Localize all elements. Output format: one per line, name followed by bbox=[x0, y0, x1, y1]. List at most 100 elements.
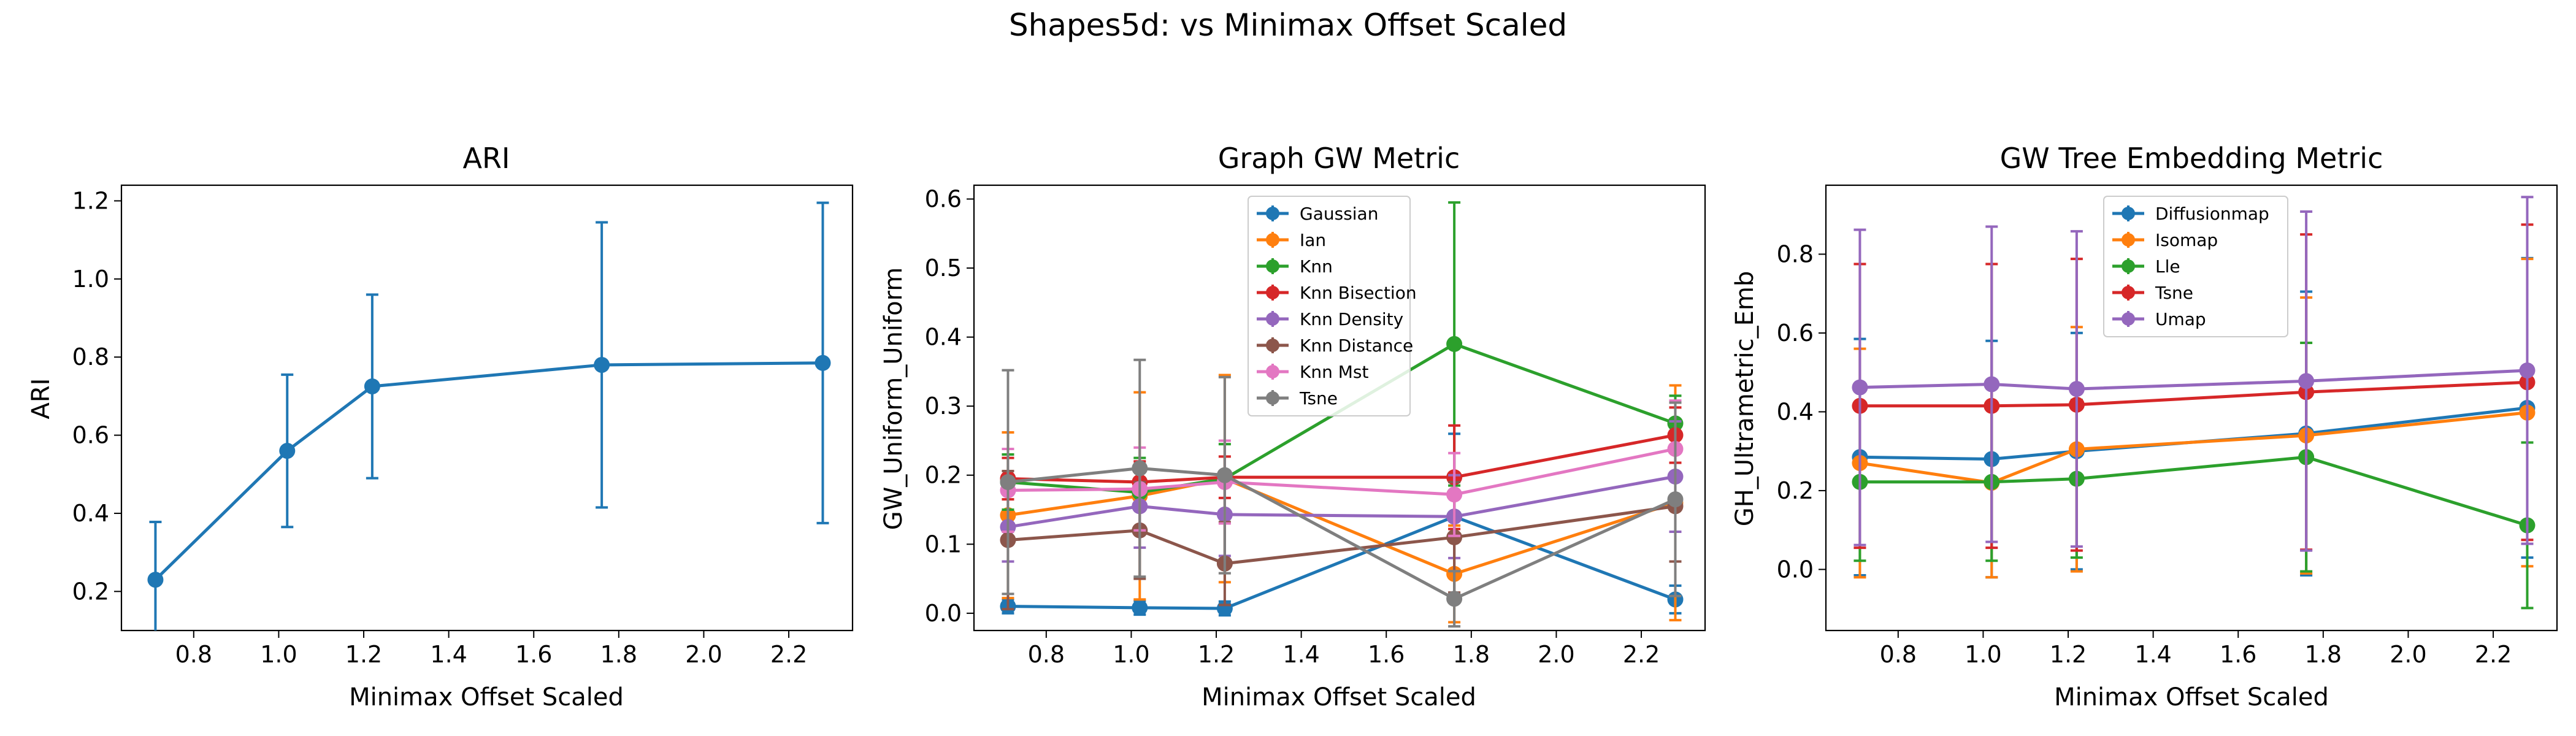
x-tick-label: 0.8 bbox=[1880, 641, 1917, 668]
y-tick-label: 0.5 bbox=[925, 255, 962, 282]
y-tick-label: 0.0 bbox=[1777, 556, 1814, 583]
x-tick-label: 2.0 bbox=[685, 641, 722, 668]
legend-label: Diffusionmap bbox=[2155, 204, 2269, 224]
y-axis-label: GH_Ultrametric_Emb bbox=[1731, 271, 1759, 527]
legend-swatch-marker bbox=[1266, 286, 1279, 299]
plot-area-frame bbox=[973, 184, 1706, 632]
data-point bbox=[1446, 486, 1463, 503]
x-tick-label: 1.0 bbox=[1965, 641, 2001, 668]
y-tick-label: 0.2 bbox=[1777, 477, 1814, 504]
plot-area-frame bbox=[1825, 184, 2558, 632]
legend-label: Knn Mst bbox=[1300, 362, 1369, 382]
x-tick-label: 1.2 bbox=[2050, 641, 2087, 668]
data-point bbox=[1000, 474, 1016, 490]
x-tick-label: 2.0 bbox=[2390, 641, 2426, 668]
x-tick-label: 1.8 bbox=[1453, 641, 1490, 668]
data-point bbox=[815, 355, 831, 371]
data-point bbox=[2298, 373, 2315, 389]
y-tick-label: 0.4 bbox=[925, 324, 962, 351]
legend-label: Knn Distance bbox=[1300, 335, 1413, 356]
y-tick-label: 0.0 bbox=[925, 600, 962, 627]
plot-series-layer bbox=[1852, 196, 2536, 610]
panel-title: Graph GW Metric bbox=[1218, 142, 1460, 175]
legend-label: Ian bbox=[1300, 230, 1326, 250]
legend-box bbox=[1248, 196, 1411, 416]
x-tick-label: 0.8 bbox=[1028, 641, 1065, 668]
y-tick-label: 1.2 bbox=[72, 187, 109, 214]
legend-swatch-marker bbox=[2122, 312, 2135, 326]
y-tick-label: 1.0 bbox=[72, 266, 109, 293]
data-point bbox=[1446, 591, 1463, 607]
legend-swatch-marker bbox=[2122, 233, 2135, 247]
x-tick-label: 1.8 bbox=[600, 641, 637, 668]
y-tick-label: 0.2 bbox=[925, 462, 962, 489]
data-point bbox=[147, 572, 164, 588]
x-tick-label: 1.6 bbox=[1368, 641, 1405, 668]
y-tick-label: 0.4 bbox=[1777, 398, 1814, 425]
y-tick-label: 0.6 bbox=[72, 422, 109, 449]
legend-swatch-marker bbox=[1266, 391, 1279, 405]
legend: Diffusionmap Isomap Lle Tsne Umap bbox=[2103, 196, 2288, 337]
y-tick-label: 0.6 bbox=[1777, 320, 1814, 347]
legend-swatch-marker bbox=[2122, 207, 2135, 220]
data-point bbox=[2068, 381, 2085, 397]
y-axis-label: GW_Uniform_Uniform bbox=[880, 267, 908, 531]
panel-ari: ARI Minimax Offset Scaled ARI 0.8 1.0 1.2 1… bbox=[27, 142, 854, 711]
plot-series-layer bbox=[1000, 201, 1684, 628]
x-tick-label: 2.2 bbox=[770, 641, 807, 668]
legend-label: Lle bbox=[2155, 256, 2180, 277]
y-tick-label: 0.6 bbox=[925, 186, 962, 213]
y-tick-label: 0.3 bbox=[925, 393, 962, 420]
x-tick-label: 2.2 bbox=[1623, 641, 1660, 668]
x-axis-label: Minimax Offset Scaled bbox=[2054, 683, 2329, 711]
legend: Gaussian Ian Knn Knn Bisection Knn Density Kn… bbox=[1248, 196, 1417, 416]
legend-box bbox=[2103, 196, 2288, 337]
data-point bbox=[1446, 529, 1463, 546]
plot-series-layer bbox=[147, 201, 831, 631]
x-tick-label: 1.2 bbox=[345, 641, 382, 668]
x-tick-label: 1.6 bbox=[515, 641, 552, 668]
legend-swatch-marker bbox=[1266, 233, 1279, 247]
legend-swatch-marker bbox=[1266, 339, 1279, 352]
x-tick-label: 1.4 bbox=[430, 641, 467, 668]
data-point bbox=[1667, 491, 1684, 508]
legend-label: Knn Density bbox=[1300, 309, 1403, 329]
legend-label: Knn bbox=[1300, 256, 1333, 277]
legend-swatch-marker bbox=[1266, 312, 1279, 326]
x-tick-label: 1.6 bbox=[2220, 641, 2256, 668]
x-tick-label: 2.0 bbox=[1538, 641, 1574, 668]
panel-graph-gw-metric: Graph GW Metric Minimax Offset Scaled GW… bbox=[880, 142, 1706, 711]
x-tick-label: 1.0 bbox=[1113, 641, 1149, 668]
data-point bbox=[2519, 362, 2536, 378]
y-tick-label: 0.1 bbox=[925, 531, 962, 558]
series-umap bbox=[1852, 196, 2536, 552]
data-point bbox=[364, 378, 380, 394]
x-tick-label: 2.2 bbox=[2475, 641, 2512, 668]
x-tick-label: 1.4 bbox=[2134, 641, 2171, 668]
panel-title: ARI bbox=[463, 142, 510, 175]
y-tick-label: 0.2 bbox=[72, 578, 109, 605]
plot-area-frame bbox=[120, 184, 854, 632]
x-tick-label: 1.2 bbox=[1198, 641, 1235, 668]
x-tick-label: 1.8 bbox=[2305, 641, 2342, 668]
legend-label: Umap bbox=[2155, 309, 2206, 329]
legend-label: Tsne bbox=[2155, 283, 2193, 303]
legend-label: Gaussian bbox=[1300, 204, 1378, 224]
legend-swatch-marker bbox=[1266, 207, 1279, 220]
figure-title: Shapes5d: vs Minimax Offset Scaled bbox=[1009, 7, 1567, 43]
data-point bbox=[279, 443, 296, 459]
legend-swatch-marker bbox=[2122, 259, 2135, 273]
series-series bbox=[147, 201, 831, 631]
series-tsne bbox=[1000, 358, 1684, 628]
legend-swatch-marker bbox=[2122, 286, 2135, 299]
data-point bbox=[594, 356, 610, 373]
legend-label: Tsne bbox=[1299, 388, 1338, 408]
x-axis-label: Minimax Offset Scaled bbox=[1202, 683, 1476, 711]
y-axis-label: ARI bbox=[27, 378, 55, 420]
y-tick-label: 0.4 bbox=[72, 500, 109, 527]
x-tick-label: 1.0 bbox=[260, 641, 297, 668]
data-point bbox=[1216, 467, 1233, 483]
panel-title: GW Tree Embedding Metric bbox=[2000, 142, 2383, 175]
x-tick-label: 0.8 bbox=[175, 641, 212, 668]
